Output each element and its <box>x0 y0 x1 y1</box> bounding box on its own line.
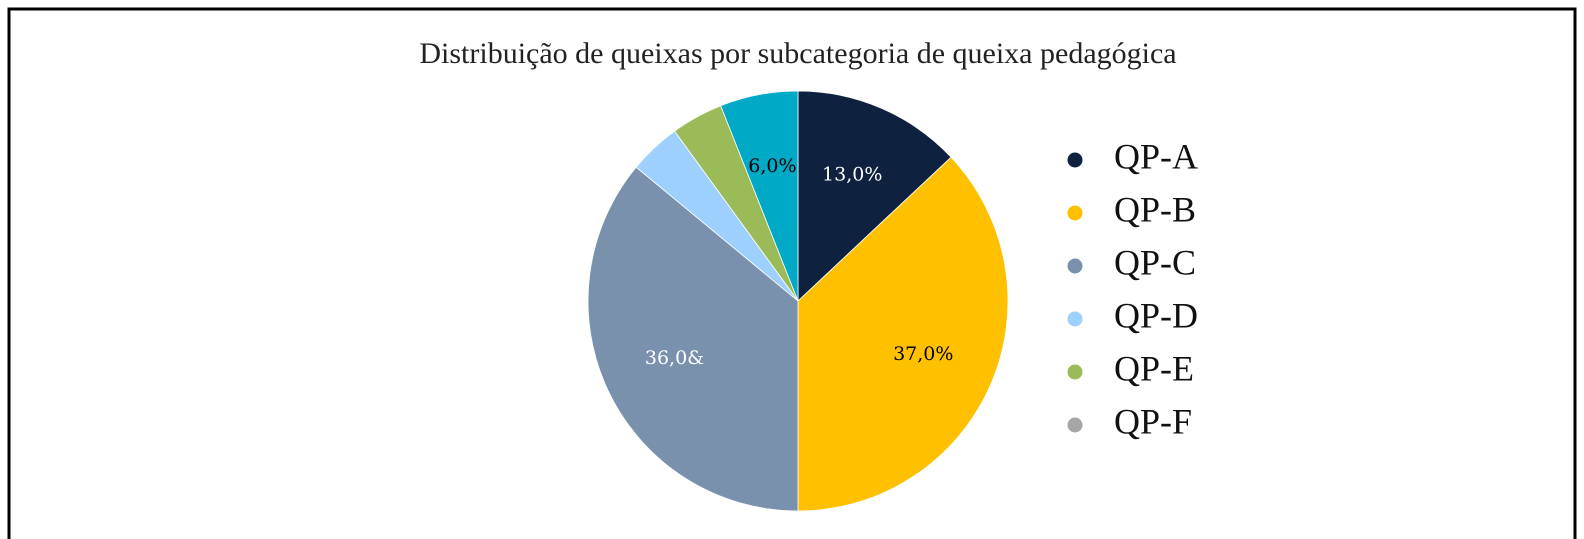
legend-label: QP-F <box>1114 401 1192 441</box>
pie-slice <box>797 156 1009 512</box>
pie-slice <box>720 90 799 302</box>
data-label: 36,0& <box>645 347 704 369</box>
legend-marker <box>1066 363 1084 381</box>
legend-label: QP-E <box>1114 348 1194 388</box>
legend-label: QP-B <box>1114 189 1196 229</box>
chart-title: Distribuição de queixas por subcategoria… <box>419 37 1176 70</box>
pie-slice <box>797 90 952 302</box>
legend-marker <box>1066 257 1084 275</box>
legend-marker <box>1066 310 1084 328</box>
legend-label: QP-D <box>1114 295 1198 335</box>
data-label: 37,0% <box>893 343 953 365</box>
pie-slice <box>587 166 799 512</box>
data-label: 6,0% <box>748 155 796 177</box>
legend-marker <box>1066 151 1084 169</box>
legend-label: QP-C <box>1114 242 1196 282</box>
data-label: 13,0% <box>822 164 882 186</box>
legend-label: QP-A <box>1114 136 1198 176</box>
legend-marker <box>1066 416 1084 434</box>
legend-marker <box>1066 204 1084 222</box>
